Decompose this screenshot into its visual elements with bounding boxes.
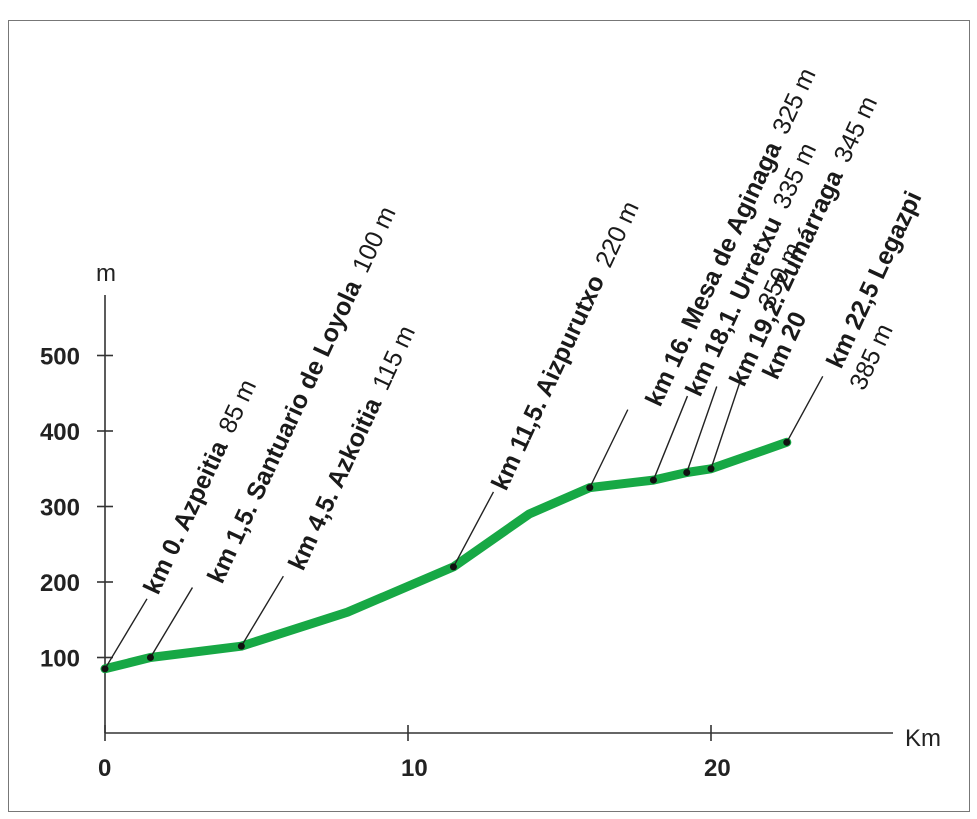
data-point [101,665,109,673]
annotation-leader [452,491,495,568]
x-tick-label: 10 [401,755,428,782]
annotation-leader [786,375,824,443]
y-tick-label: 500 [40,344,80,371]
axes: 0 10 20 100 200 300 400 500 m Km [40,260,941,782]
x-axis-label: Km [905,725,941,752]
annotation-text: km 11,5. Aizpurutxo220 m [486,197,645,495]
annotation-leader [104,598,148,670]
y-tick-label: 100 [40,646,80,673]
annotation-altitude: 220 m [590,197,645,272]
annotation-leader [652,395,689,481]
y-tick-label: 200 [40,570,80,597]
data-point [449,563,457,571]
chart-frame [8,20,970,812]
annotation-leader [149,587,194,658]
x-tick-label: 0 [98,755,111,782]
data-point [146,654,154,661]
annotation-leader [589,409,629,488]
y-tick-label: 300 [40,495,80,522]
annotation-altitude: 100 m [347,202,402,277]
annotation-altitude: 85 m [213,375,262,437]
annotation-leader [240,575,284,647]
annotation-place: km 11,5. Aizpurutxo [486,271,610,495]
annotation-altitude: 325 m [767,64,822,139]
data-point [683,469,691,477]
data-point [649,476,657,484]
elevation-line [100,437,792,674]
annotation-altitude: 115 m [367,321,421,394]
annotation-altitude: 345 m [828,92,883,167]
data-point [783,438,791,446]
annotation-label-group: km 11,5. Aizpurutxo220 m [486,197,645,495]
annotation-layer: km 0. Azpeitia85 mkm 1,5. Santuario de L… [101,64,927,673]
data-point [237,642,245,650]
elevation-line-layer [100,437,792,674]
y-axis-label: m [96,260,116,287]
annotation-leader [686,386,718,473]
annotation-leader [710,378,742,469]
y-tick-label: 400 [40,419,80,446]
data-point [586,484,594,492]
data-point [707,465,715,473]
x-tick-label: 20 [704,755,731,782]
